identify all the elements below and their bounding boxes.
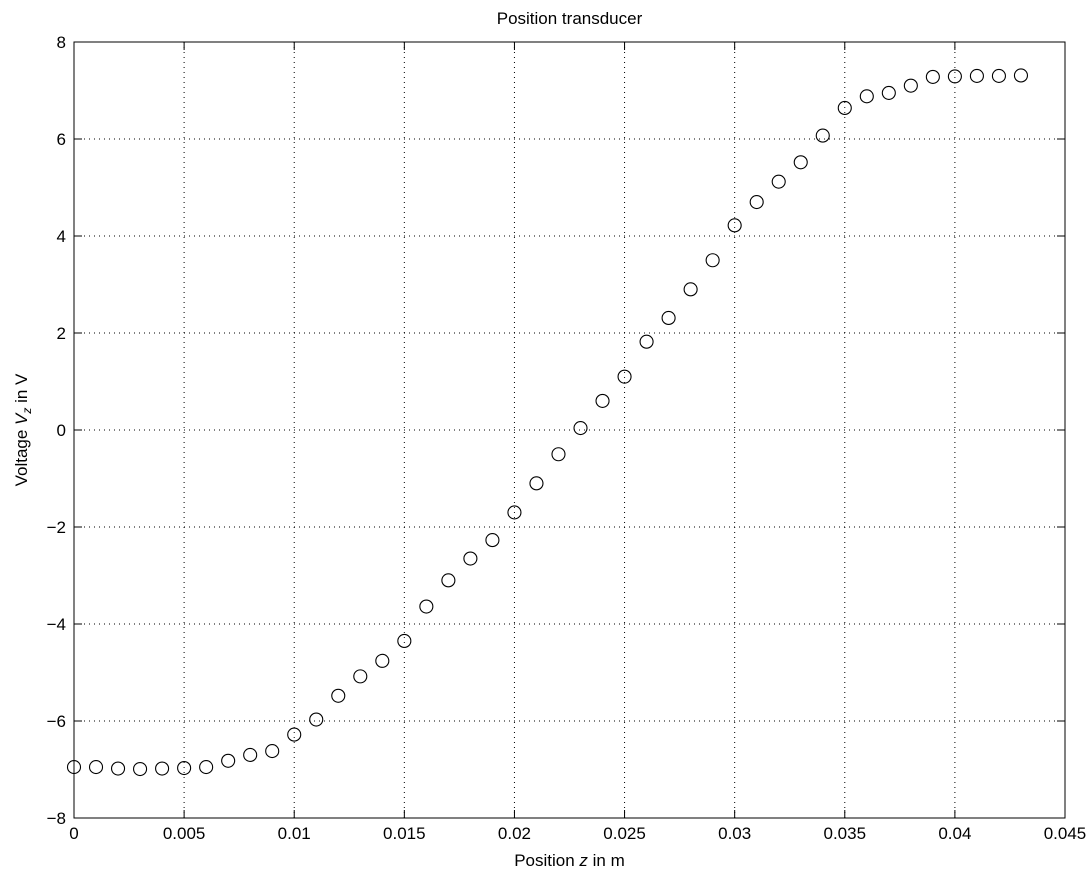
x-tick-label: 0.04 — [938, 824, 971, 843]
data-point — [969, 68, 984, 83]
data-point — [155, 761, 170, 776]
x-tick-labels: 0 0.005 0.01 0.015 0.02 0.025 0.03 0.035 0.04 0.0… — [69, 824, 1086, 843]
y-tick-label: 6 — [57, 130, 66, 149]
data-point — [375, 653, 390, 668]
data-point — [947, 69, 962, 84]
data-point — [705, 253, 720, 268]
data-point — [771, 174, 786, 189]
data-point — [265, 744, 280, 759]
x-tick-label: 0.035 — [824, 824, 867, 843]
x-tick-label: 0.025 — [603, 824, 646, 843]
y-tick-label: 2 — [57, 324, 66, 343]
data-point — [133, 761, 148, 777]
data-point — [639, 334, 654, 349]
data-point — [529, 476, 544, 491]
data-point — [199, 760, 214, 775]
x-tick-label: 0.015 — [383, 824, 426, 843]
y-tick-label: 0 — [57, 421, 66, 440]
data-point — [859, 89, 874, 104]
data-point — [397, 633, 412, 649]
data-point — [331, 688, 346, 703]
data-point — [507, 505, 522, 520]
x-axis-title: Position z in m — [514, 851, 625, 870]
data-point — [287, 727, 302, 742]
tick-marks — [73, 41, 1066, 819]
data-point — [1013, 68, 1029, 83]
data-points — [66, 68, 1029, 777]
y-tick-label: 4 — [57, 227, 66, 246]
data-point — [309, 712, 324, 727]
data-point — [837, 100, 852, 116]
data-point — [485, 533, 500, 548]
data-point — [353, 669, 368, 684]
y-tick-labels: −8 −6 −4 −2 0 2 4 6 8 — [47, 33, 66, 828]
data-point — [683, 282, 698, 297]
x-tick-label: 0.03 — [718, 824, 751, 843]
data-point — [815, 128, 830, 143]
data-point — [661, 310, 676, 326]
data-point — [925, 69, 940, 84]
x-tick-label: 0.01 — [278, 824, 311, 843]
data-point — [177, 760, 192, 776]
data-point — [727, 218, 742, 233]
data-point — [88, 760, 104, 775]
data-point — [221, 753, 236, 768]
data-point — [903, 78, 918, 93]
data-point — [419, 599, 434, 614]
x-tick-label: 0.045 — [1044, 824, 1087, 843]
x-tick-label: 0.02 — [498, 824, 531, 843]
y-tick-label: 8 — [57, 33, 66, 52]
y-tick-label: −6 — [47, 712, 66, 731]
data-point — [617, 369, 632, 384]
data-point — [573, 421, 588, 436]
y-axis-title: Voltage Vz in V — [12, 373, 34, 486]
data-point — [595, 393, 610, 408]
x-tick-label: 0 — [69, 824, 78, 843]
data-point — [66, 760, 82, 775]
y-tick-label: −4 — [47, 615, 66, 634]
data-point — [881, 85, 896, 100]
x-tick-label: 0.005 — [163, 824, 206, 843]
data-point — [793, 155, 808, 170]
data-point — [441, 573, 456, 588]
data-point — [749, 195, 764, 210]
y-tick-label: −2 — [47, 518, 66, 537]
chart-title: Position transducer — [497, 9, 643, 28]
data-point — [110, 761, 126, 776]
data-point — [551, 447, 566, 462]
data-point — [991, 68, 1006, 83]
y-tick-label: −8 — [47, 809, 66, 828]
data-point — [243, 747, 258, 763]
data-point — [463, 551, 478, 566]
grid-lines — [74, 42, 1065, 818]
